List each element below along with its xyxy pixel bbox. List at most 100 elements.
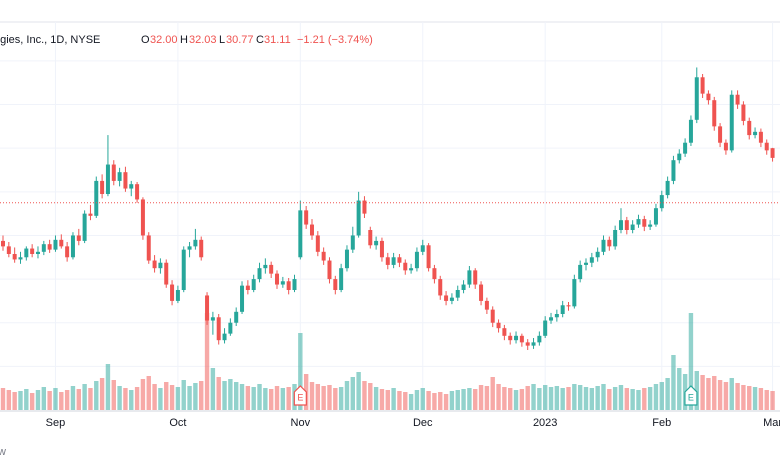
candle-body: [403, 262, 408, 271]
volume-bar: [560, 388, 565, 410]
volume-bar: [245, 386, 251, 410]
volume-bar: [595, 386, 600, 410]
volume-bar: [234, 382, 239, 410]
x-tick-label: Sep: [46, 417, 66, 429]
candle-body: [735, 94, 740, 105]
candle-body: [718, 126, 723, 143]
candle-body: [164, 262, 169, 285]
volume-bar: [210, 368, 216, 410]
candle-body: [502, 328, 507, 336]
volume-bar: [478, 385, 484, 410]
candle-body: [449, 297, 454, 301]
earnings-label: E: [688, 392, 694, 402]
candle-body: [385, 257, 390, 265]
volume-bar: [373, 387, 379, 410]
volume-bar: [146, 376, 151, 410]
candle-body: [624, 220, 629, 230]
candle-body: [525, 342, 530, 346]
candle-body: [30, 248, 35, 254]
candle-body: [514, 335, 519, 341]
volume-bar: [443, 394, 449, 410]
candle-body: [712, 100, 717, 127]
candle-body: [344, 249, 349, 269]
volume-bar: [653, 384, 659, 410]
volume-bar: [152, 384, 157, 410]
candle-body: [362, 200, 367, 214]
candle-body: [601, 239, 606, 252]
volume-bar: [572, 384, 577, 410]
candle-body: [82, 213, 87, 241]
candle-body: [47, 244, 52, 250]
volume-bar: [309, 382, 315, 410]
volume-bar: [286, 387, 291, 410]
symbol: ogies, Inc., 1D, NYSE: [0, 34, 100, 46]
candle-body: [304, 210, 309, 225]
candle-body: [432, 268, 437, 280]
close-prefix: C: [256, 34, 264, 46]
volume-bar: [70, 386, 76, 410]
volume-bar: [321, 386, 326, 410]
volume-bar: [537, 388, 542, 410]
volume-bar: [204, 313, 210, 410]
volume-bar: [426, 391, 431, 410]
volume-bar: [414, 390, 420, 410]
volume-bar: [181, 380, 186, 410]
volume-bar: [747, 386, 752, 410]
volume-bar: [41, 387, 47, 410]
volume-bar: [123, 388, 128, 410]
candle-body: [688, 119, 693, 143]
candle-body: [181, 249, 186, 290]
volume-bar: [665, 378, 670, 410]
candle-body: [607, 239, 612, 247]
candle-body: [659, 195, 664, 209]
volume-bar: [577, 385, 583, 410]
candle-body: [426, 245, 431, 269]
candle-body: [636, 219, 641, 225]
volume-bar: [47, 391, 52, 410]
candle-body: [618, 220, 623, 230]
candle-body: [414, 251, 419, 269]
candle-body: [240, 285, 245, 312]
volume-bar: [239, 384, 245, 410]
candle-body: [455, 290, 460, 298]
volume-bar: [129, 390, 134, 410]
candle-body: [280, 281, 285, 285]
volume-bar: [659, 382, 664, 410]
volume-bar: [362, 381, 367, 410]
earnings-badge: [684, 385, 698, 406]
candle-body: [339, 268, 344, 290]
candle-body: [484, 300, 489, 310]
volume-bar: [216, 377, 221, 410]
candle-body: [630, 224, 635, 230]
volume-bar: [356, 372, 361, 410]
candle-body: [53, 239, 58, 250]
candle-body: [758, 131, 763, 143]
candle-body: [199, 239, 204, 258]
volume-bar: [53, 388, 58, 410]
volume-bar: [735, 383, 740, 410]
candle-body: [409, 268, 414, 271]
volume-bar: [531, 384, 536, 410]
candle-body: [6, 246, 11, 254]
change-value: −1.21 (−3.74%): [297, 34, 373, 46]
x-tick-label: 2023: [533, 417, 557, 429]
x-tick-label: Dec: [413, 417, 433, 429]
candle-body: [694, 77, 699, 120]
candle-body: [473, 270, 478, 285]
volume-bar: [461, 389, 466, 410]
open-prefix: O: [141, 34, 150, 46]
candle-body: [18, 257, 23, 260]
volume-bar: [770, 391, 775, 410]
volume-bar: [513, 390, 519, 410]
candle-body: [438, 279, 443, 296]
volume-bar: [251, 387, 256, 410]
candle-body: [170, 284, 175, 301]
volume-bar: [496, 384, 501, 410]
volume-bar: [35, 390, 41, 410]
earnings-badge: [293, 385, 307, 406]
volume-bar: [455, 390, 460, 410]
candle-body: [729, 94, 734, 151]
candle-body: [350, 235, 355, 250]
candle-body: [76, 235, 81, 241]
